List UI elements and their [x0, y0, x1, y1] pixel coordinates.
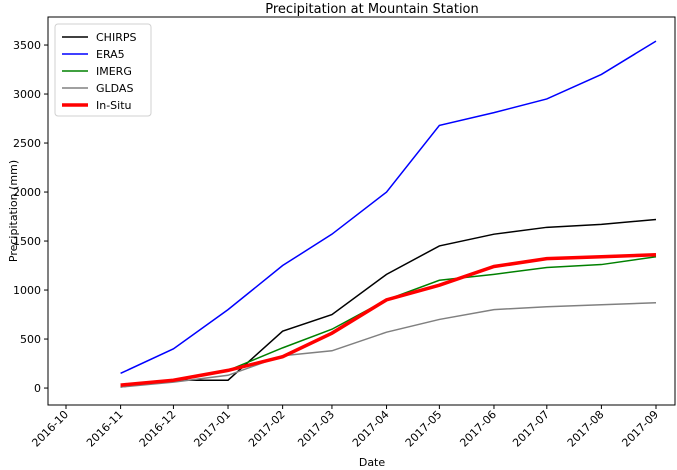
x-tick-label: 2016-10 — [29, 408, 71, 450]
line-series — [120, 253, 657, 387]
y-tick-label: 1500 — [13, 235, 41, 248]
legend-box — [54, 23, 152, 117]
line-series — [120, 40, 657, 375]
y-tick-label: 2500 — [13, 137, 41, 150]
line-series — [120, 255, 657, 387]
line-series — [120, 302, 657, 388]
legend-label: GLDAS — [96, 82, 133, 95]
legend-label: ERA5 — [96, 48, 125, 61]
x-tick-label: 2017-07 — [510, 408, 552, 450]
legend-label: In-Situ — [96, 99, 132, 112]
y-tick-label: 3000 — [13, 88, 41, 101]
x-tick-label: 2017-04 — [350, 408, 392, 450]
y-axis-label: Precipitation (mm) — [7, 160, 20, 262]
x-tick-label: 2017-03 — [295, 408, 337, 450]
x-tick-label: 2017-08 — [565, 408, 607, 450]
legend: CHIRPS ERA5 IMERG GLDAS In-Situ — [54, 23, 152, 117]
x-axis-label: Date — [359, 456, 386, 469]
y-tick-label: 500 — [20, 333, 41, 346]
x-tick-label: 2017-05 — [403, 408, 445, 450]
y-tick-label: 2000 — [13, 186, 41, 199]
line-series — [120, 218, 657, 388]
legend-label: IMERG — [96, 65, 132, 78]
x-tick-label: 2017-02 — [246, 408, 288, 450]
x-tick-label: 2017-01 — [191, 408, 233, 450]
x-tick-label: 2016-11 — [84, 408, 126, 450]
legend-label: CHIRPS — [96, 31, 136, 44]
chart-title: Precipitation at Mountain Station — [265, 2, 479, 17]
x-tick-label: 2017-09 — [619, 408, 661, 450]
x-tick-label: 2016-12 — [137, 408, 179, 450]
x-tick-label: 2017-06 — [457, 408, 499, 450]
y-tick-label: 0 — [34, 382, 41, 395]
y-tick-label: 3500 — [13, 39, 41, 52]
plot-frame — [47, 16, 676, 406]
y-tick-label: 1000 — [13, 284, 41, 297]
